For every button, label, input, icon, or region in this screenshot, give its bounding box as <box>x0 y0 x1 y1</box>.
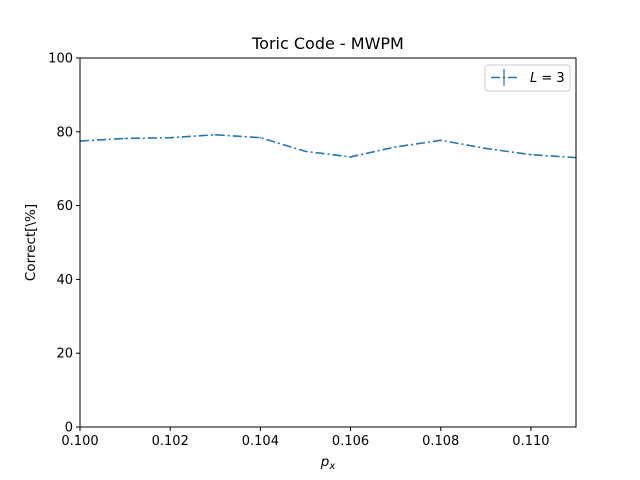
series-line-l3 <box>79 133 577 159</box>
data-point <box>349 156 352 158</box>
x-axis: 0.100 0.102 0.104 0.106 0.108 0.110 <box>61 427 550 449</box>
x-axis-label: px <box>320 454 336 472</box>
y-tick-label: 100 <box>48 52 73 67</box>
x-tick-label: 0.106 <box>332 434 369 449</box>
y-axis-label: Correct[\%] <box>23 204 39 281</box>
data-point <box>304 150 307 153</box>
x-tick-label: 0.102 <box>152 434 189 449</box>
y-tick-label: 60 <box>56 199 73 214</box>
x-axis-label-main: p <box>320 454 330 470</box>
y-tick-label: 0 <box>65 421 73 436</box>
plot-frame <box>79 57 577 428</box>
legend: L = 3 <box>484 64 571 92</box>
data-point <box>169 136 171 139</box>
data-point <box>259 136 262 139</box>
data-point <box>439 139 442 142</box>
legend-label-l3: L = 3 <box>530 71 565 86</box>
legend-label-rest: = 3 <box>537 71 564 86</box>
series-layer <box>79 133 577 159</box>
data-point <box>394 146 397 148</box>
x-axis-label-subscript: x <box>328 461 335 472</box>
chart-title: Toric Code - MWPM <box>251 34 404 53</box>
y-tick-label: 80 <box>56 125 73 140</box>
plot-area <box>79 57 577 428</box>
data-point <box>214 133 217 136</box>
data-point <box>485 147 487 150</box>
legend-label-var: L <box>530 71 537 86</box>
y-axis: 0 20 40 60 80 100 <box>48 52 80 436</box>
x-tick-label: 0.104 <box>242 434 279 449</box>
data-point <box>530 153 532 156</box>
y-tick-label: 20 <box>56 347 73 362</box>
y-tick-label: 40 <box>56 273 73 288</box>
legend-box <box>484 64 571 92</box>
x-tick-label: 0.108 <box>422 434 459 449</box>
x-tick-label: 0.110 <box>512 434 549 449</box>
data-point <box>124 137 126 140</box>
x-tick-label: 0.100 <box>61 434 98 449</box>
